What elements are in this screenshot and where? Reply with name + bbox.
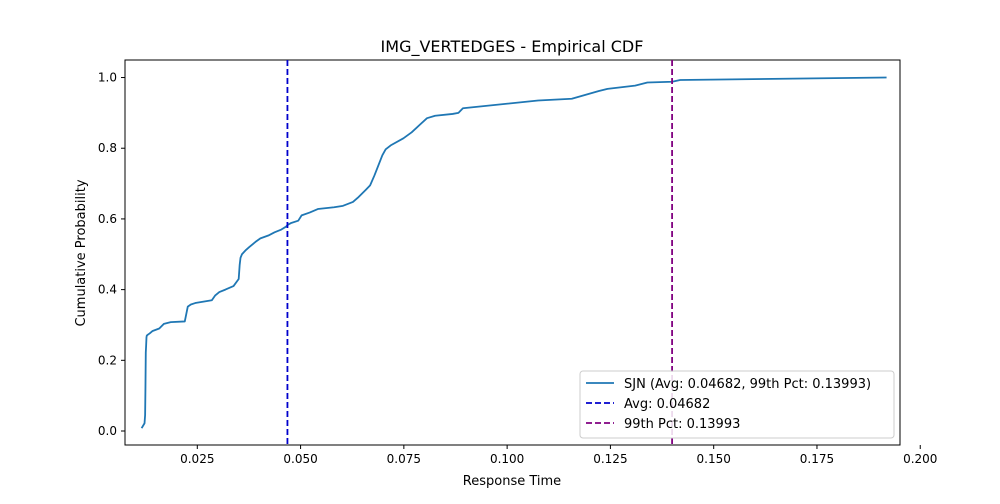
chart-title: IMG_VERTEDGES - Empirical CDF: [381, 37, 644, 57]
plot-area: 0.025 0.050 0.075 0.100 0.125 0.150 0.175 0.200…: [98, 59, 937, 466]
x-tick-label: 0.050: [283, 452, 317, 466]
legend-items: SJN (Avg: 0.04682, 99th Pct: 0.13993) Avg…: [586, 377, 871, 432]
legend-label: SJN (Avg: 0.04682, 99th Pct: 0.13993): [624, 377, 871, 392]
y-tick-label: 0.2: [98, 353, 117, 367]
legend: SJN (Avg: 0.04682, 99th Pct: 0.13993) Avg…: [579, 370, 895, 439]
x-axis-label: Response Time: [463, 474, 561, 489]
x-tick-label: 0.125: [593, 452, 627, 466]
axes-frame: [124, 59, 901, 446]
y-tick-label: 0.4: [98, 283, 117, 297]
x-axis-ticks: 0.025 0.050 0.075 0.100 0.125 0.150 0.175 0.200: [180, 445, 937, 466]
x-tick-label: 0.175: [800, 452, 834, 466]
y-axis-label: Cumulative Probability: [74, 179, 89, 326]
legend-box: [579, 370, 895, 439]
legend-label: 99th Pct: 0.13993: [624, 417, 740, 432]
legend-label: Avg: 0.04682: [624, 397, 710, 412]
x-tick-label: 0.200: [903, 452, 937, 466]
y-tick-label: 0.0: [98, 424, 117, 438]
x-tick-label: 0.025: [180, 452, 214, 466]
x-tick-label: 0.100: [490, 452, 524, 466]
y-tick-label: 0.6: [98, 212, 117, 226]
x-tick-label: 0.075: [387, 452, 421, 466]
y-tick-label: 1.0: [98, 71, 117, 85]
cdf-series-line: [140, 76, 887, 429]
y-axis-ticks: 0.0 0.2 0.4 0.6 0.8 1.0: [98, 71, 125, 438]
y-tick-label: 0.8: [98, 141, 117, 155]
x-tick-label: 0.150: [697, 452, 731, 466]
